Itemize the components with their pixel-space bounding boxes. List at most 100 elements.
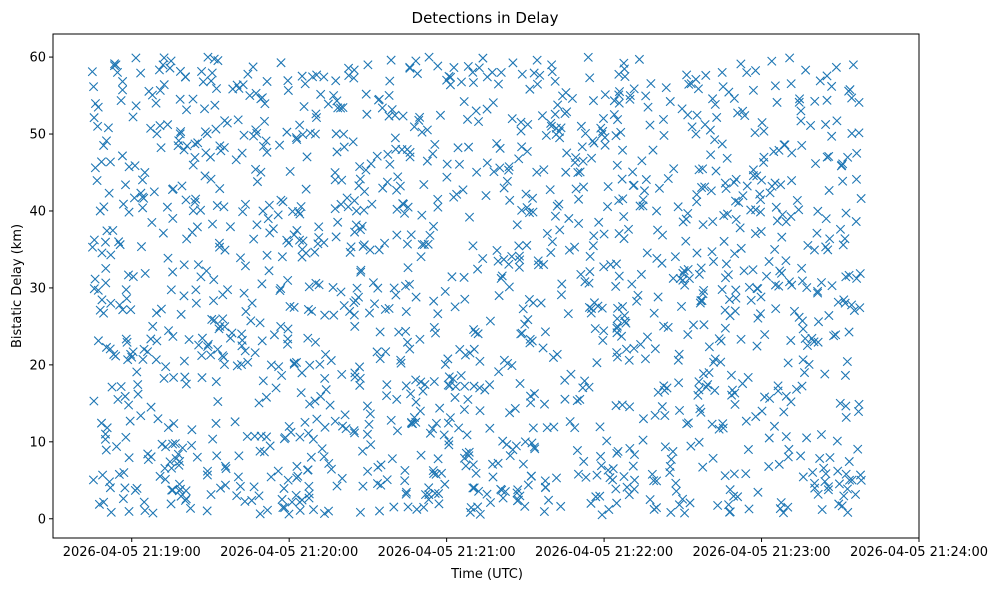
data-point — [609, 96, 619, 106]
data-point — [518, 459, 528, 469]
data-point — [459, 96, 469, 107]
y-tick-label: 10 — [29, 435, 46, 450]
data-point — [121, 285, 131, 295]
data-point — [612, 160, 622, 170]
data-point — [752, 341, 762, 351]
data-point — [518, 304, 528, 314]
data-point — [616, 127, 626, 137]
data-point — [302, 152, 312, 162]
data-point — [190, 197, 200, 207]
data-point — [237, 148, 247, 158]
data-point — [546, 118, 556, 128]
data-point — [623, 224, 634, 234]
data-point — [127, 352, 137, 362]
data-point — [339, 142, 349, 152]
data-point — [794, 94, 805, 104]
data-point — [475, 383, 485, 393]
data-point — [650, 410, 660, 420]
data-point — [140, 268, 150, 278]
data-point — [710, 99, 720, 110]
data-point — [708, 453, 718, 463]
data-point — [257, 336, 267, 346]
data-point — [276, 321, 286, 332]
data-point — [713, 500, 723, 511]
data-point — [315, 359, 325, 369]
data-point — [433, 309, 443, 319]
data-point — [117, 85, 128, 95]
data-point — [445, 80, 456, 90]
data-point — [678, 268, 688, 278]
data-point — [263, 214, 273, 224]
data-point — [182, 234, 192, 244]
data-point — [124, 400, 134, 410]
data-point — [606, 260, 616, 270]
data-point — [560, 394, 570, 404]
y-tick-label: 20 — [29, 358, 46, 373]
data-point — [717, 139, 727, 149]
data-point — [330, 204, 340, 214]
data-point — [460, 350, 471, 360]
data-point — [192, 222, 202, 232]
data-point — [260, 99, 270, 109]
data-point — [608, 475, 618, 485]
data-point — [645, 495, 655, 505]
data-point — [802, 282, 812, 293]
data-point — [390, 133, 400, 143]
data-point — [528, 423, 538, 433]
data-point — [570, 242, 580, 252]
data-point — [148, 508, 158, 518]
data-point — [710, 135, 720, 145]
data-point — [824, 185, 834, 196]
data-point — [323, 506, 334, 516]
data-point — [597, 510, 607, 520]
data-point — [799, 368, 810, 378]
data-point — [471, 468, 481, 478]
data-point — [337, 369, 347, 379]
data-point — [450, 302, 460, 312]
data-point — [520, 319, 530, 329]
data-point — [752, 171, 762, 181]
data-point — [525, 84, 535, 94]
data-point — [730, 388, 740, 398]
data-point — [803, 240, 813, 251]
data-point — [262, 250, 272, 260]
data-point — [641, 91, 651, 101]
data-point — [136, 411, 146, 421]
data-point — [361, 165, 371, 175]
data-point — [179, 260, 189, 270]
data-point — [589, 231, 599, 241]
data-point — [196, 272, 206, 282]
data-point — [824, 151, 834, 162]
data-point — [736, 59, 746, 69]
data-point — [374, 506, 385, 516]
data-point — [419, 502, 429, 512]
data-point — [93, 285, 103, 295]
data-point — [550, 76, 560, 86]
data-point — [166, 499, 176, 509]
data-point — [440, 359, 450, 369]
data-point — [714, 424, 724, 434]
data-point — [514, 251, 525, 261]
data-point — [774, 281, 784, 291]
data-point — [254, 398, 264, 408]
data-point — [659, 385, 670, 395]
data-point — [440, 479, 450, 489]
data-point — [209, 315, 219, 325]
data-point — [635, 201, 645, 211]
data-point — [585, 73, 595, 83]
data-point — [697, 164, 708, 174]
data-point — [578, 383, 588, 393]
data-point — [196, 66, 207, 77]
data-point — [100, 237, 111, 247]
data-point — [397, 145, 407, 155]
data-point — [351, 296, 361, 306]
data-point — [425, 428, 436, 438]
data-point — [348, 137, 358, 147]
data-point — [114, 469, 124, 479]
data-point — [105, 483, 116, 493]
data-point — [543, 495, 554, 505]
data-point — [220, 461, 231, 471]
data-point — [429, 376, 439, 387]
data-point — [718, 82, 728, 92]
data-point — [492, 138, 502, 149]
